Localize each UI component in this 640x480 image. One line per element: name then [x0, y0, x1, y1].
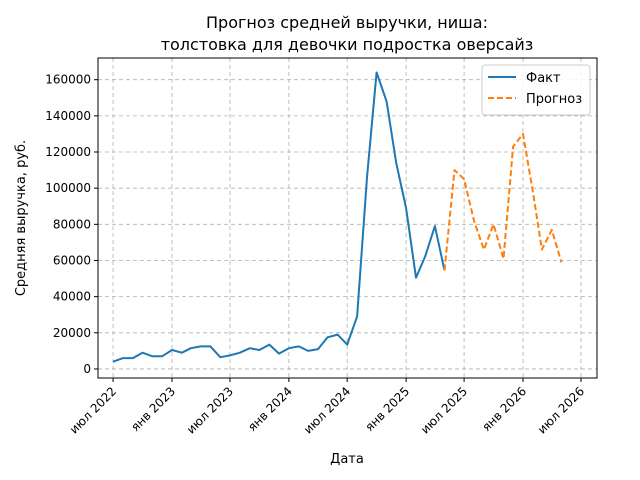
x-tick-label: июл 2024 [301, 384, 353, 436]
x-tick-label: янв 2023 [128, 384, 178, 434]
x-tick-label: янв 2026 [479, 384, 529, 434]
y-tick-label: 140000 [45, 109, 91, 123]
y-tick-label: 160000 [45, 73, 91, 87]
x-tick-label: июл 2022 [67, 384, 119, 436]
x-tick-label: янв 2024 [245, 384, 295, 434]
y-tick-label: 100000 [45, 181, 91, 195]
y-axis-label: Средняя выручка, руб. [14, 140, 29, 296]
series-line-fact [112, 71, 446, 363]
y-tick-label: 40000 [53, 290, 91, 304]
grid [98, 58, 597, 378]
y-tick-label: 0 [83, 362, 91, 376]
x-axis-label: Дата [330, 452, 364, 467]
chart-title-line1: Прогноз средней выручки, ниша: [206, 13, 488, 32]
series-line-forecast [443, 132, 563, 271]
x-tick-label: июл 2026 [535, 384, 587, 436]
y-tick-label: 20000 [53, 326, 91, 340]
x-tick-label: июл 2023 [184, 384, 236, 436]
legend-label-fact: Факт [526, 71, 561, 86]
y-tick-label: 60000 [53, 253, 91, 267]
series-layer [112, 71, 563, 363]
y-tick-label: 80000 [53, 217, 91, 231]
axis-ticks: 0 20000 40000 60000 80000 100000 120000 140000 1… [45, 73, 587, 437]
x-tick-label: июл 2025 [418, 384, 470, 436]
legend-label-forecast: Прогноз [526, 92, 582, 107]
y-tick-label: 120000 [45, 145, 91, 159]
legend: Факт Прогноз [481, 64, 591, 116]
x-tick-label: янв 2025 [362, 384, 412, 434]
chart-title-line2: толстовка для девочки подростка оверсайз [161, 35, 534, 54]
